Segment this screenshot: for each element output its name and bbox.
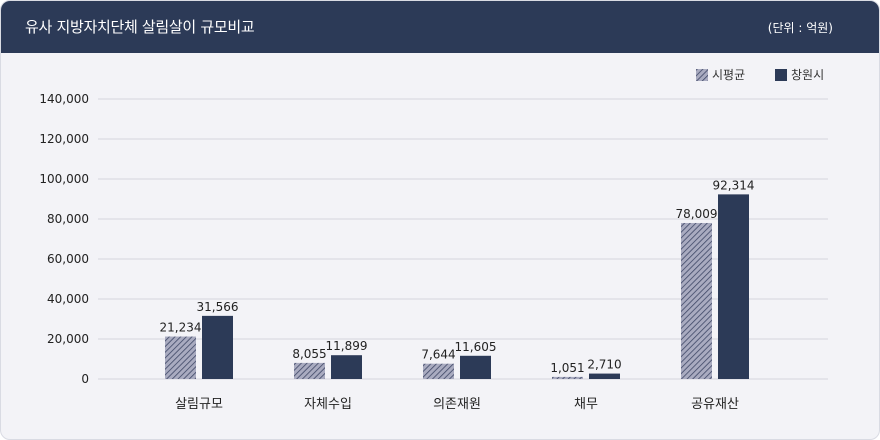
y-tick-label: 60,000	[47, 252, 89, 266]
data-label: 11,899	[326, 339, 368, 353]
bar-city	[202, 315, 233, 379]
bar-avg	[165, 336, 196, 379]
x-axis-categories: 살림규모 자체수입 의존재원 채무 공유재산	[175, 397, 739, 412]
y-tick-label: 0	[81, 372, 89, 386]
legend-swatch-city	[775, 69, 787, 81]
category-label: 채무	[574, 397, 598, 412]
legend-label-city: 창원시	[791, 68, 824, 82]
bar-city	[589, 373, 620, 379]
data-label: 2,710	[587, 358, 621, 372]
data-label: 21,234	[160, 321, 202, 335]
category-label: 자체수입	[304, 397, 352, 412]
bar-city	[718, 194, 749, 379]
category-label: 의존재원	[433, 397, 481, 412]
bar-avg	[552, 376, 583, 379]
category-label: 살림규모	[175, 397, 223, 412]
bar-city	[331, 355, 362, 379]
y-tick-label: 140,000	[39, 92, 89, 106]
data-label: 92,314	[713, 178, 755, 192]
chart-header: 유사 지방자치단체 살림살이 규모비교 (단위 : 억원)	[1, 1, 879, 53]
data-label: 78,009	[676, 207, 718, 221]
bars	[165, 194, 749, 379]
y-tick-label: 120,000	[39, 132, 89, 146]
bar-avg	[681, 222, 712, 379]
y-axis-ticks: 0 20,000 40,000 60,000 80,000 100,000 120,000 1…	[39, 92, 89, 386]
data-label: 8,055	[292, 347, 326, 361]
data-label: 31,566	[197, 300, 239, 314]
legend-swatch-avg	[696, 69, 708, 81]
bar-city	[460, 355, 491, 379]
legend-label-avg: 시평균	[712, 68, 745, 82]
chart-title: 유사 지방자치단체 살림살이 규모비교	[25, 18, 255, 36]
data-label: 1,051	[550, 361, 584, 375]
y-tick-label: 20,000	[47, 332, 89, 346]
legend: 시평균 창원시	[696, 68, 824, 82]
category-label: 공유재산	[691, 397, 739, 412]
y-tick-label: 80,000	[47, 212, 89, 226]
unit-label: (단위 : 억원)	[767, 21, 833, 35]
data-label: 7,644	[421, 348, 455, 362]
y-tick-label: 40,000	[47, 292, 89, 306]
bar-avg	[423, 363, 454, 379]
data-label: 11,605	[455, 340, 497, 354]
y-tick-label: 100,000	[39, 172, 89, 186]
bar-avg	[294, 362, 325, 379]
